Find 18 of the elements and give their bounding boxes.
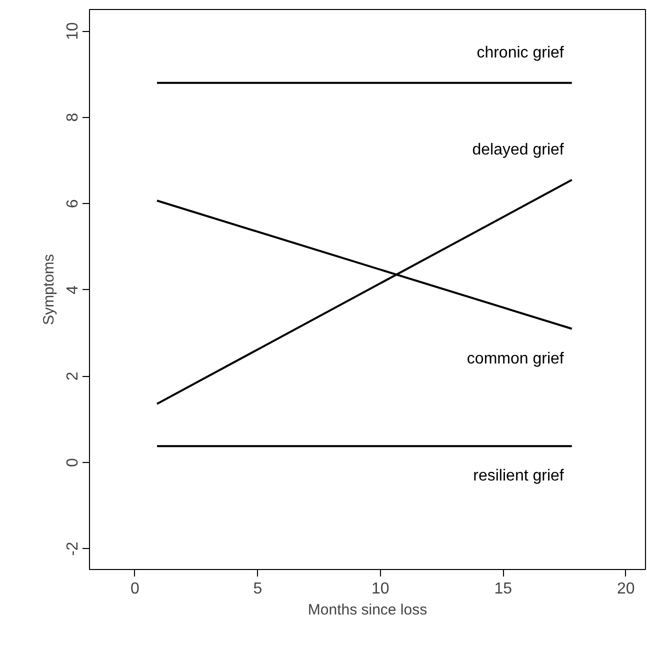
series-label: delayed grief [472,141,564,158]
y-tick-label: 0 [64,458,82,467]
y-tick-label: 6 [64,199,82,208]
y-axis-title: Symptoms [40,254,58,325]
y-tick-label: 8 [64,112,82,122]
y-tick-label: 10 [64,22,82,40]
x-tick-label: 15 [494,580,512,598]
y-tick-label: 4 [64,285,82,294]
x-axis-title: Months since loss [308,602,428,618]
series-label: chronic grief [476,44,564,62]
y-tick-label: -2 [64,542,82,556]
x-tick-label: 20 [616,580,635,598]
series-label: resilient grief [473,468,564,485]
x-tick-label: 10 [371,580,390,598]
y-tick-label: 2 [64,372,82,381]
x-tick-label: 0 [130,580,140,598]
series-label: common grief [466,350,564,368]
x-tick-label: 5 [253,580,262,598]
